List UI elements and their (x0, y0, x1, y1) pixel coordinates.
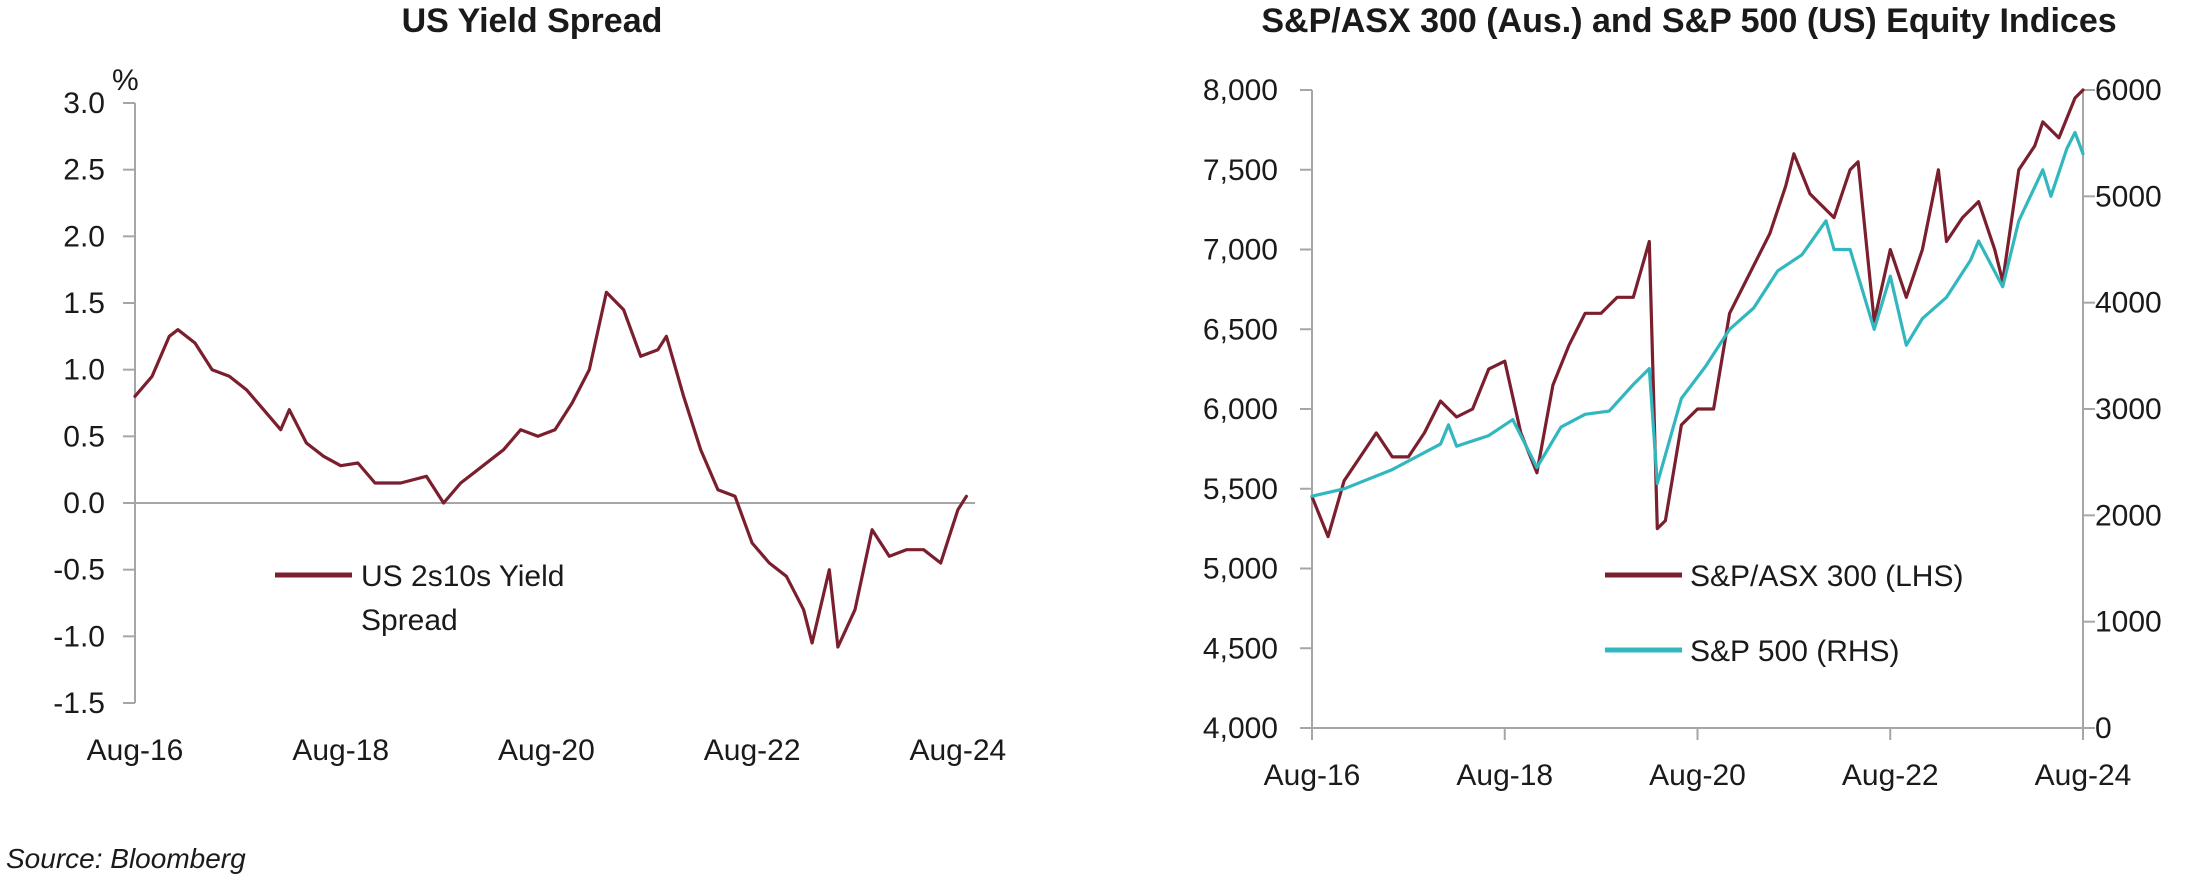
y-tick-label: 2.5 (63, 154, 105, 187)
left-y-tick-label: 8,000 (1203, 74, 1278, 107)
series-line-sp-500 (1310, 130, 2085, 498)
y-tick-label: 0.5 (63, 420, 105, 453)
x-tick-label: Aug-20 (498, 734, 595, 767)
legend: S&P/ASX 300 (LHS) S&P 500 (RHS) (1605, 560, 1963, 668)
right-y-axis-ticks: 6000 5000 4000 3000 2000 1000 0 (2083, 74, 2162, 745)
left-y-axis-ticks: 8,000 7,500 7,000 6,500 6,000 5,500 5,000 4,500… (1203, 74, 1312, 745)
right-y-tick-label: 0 (2095, 712, 2112, 745)
right-y-tick-label: 2000 (2095, 499, 2162, 532)
left-y-tick-label: 4,500 (1203, 632, 1278, 665)
equity-indices-chart: S&P/ASX 300 (Aus.) and S&P 500 (US) Equi… (1203, 2, 2162, 792)
series-line-sp-asx-300 (1310, 88, 2085, 539)
x-tick-label: Aug-16 (1264, 759, 1361, 792)
x-tick-label: Aug-24 (909, 734, 1006, 767)
left-y-tick-label: 6,500 (1203, 313, 1278, 346)
legend-label-sp-500: S&P 500 (RHS) (1690, 635, 1900, 668)
x-tick-label: Aug-24 (2035, 759, 2132, 792)
y-tick-label: 0.0 (63, 487, 105, 520)
left-y-tick-label: 5,500 (1203, 473, 1278, 506)
source-note: Source: Bloomberg (6, 843, 246, 874)
x-tick-label: Aug-22 (1842, 759, 1939, 792)
left-y-tick-label: 4,000 (1203, 712, 1278, 745)
x-tick-label: Aug-16 (87, 734, 184, 767)
y-tick-label: -1.0 (53, 620, 105, 653)
legend-label-sp-asx-300: S&P/ASX 300 (LHS) (1690, 560, 1963, 593)
right-y-tick-label: 1000 (2095, 606, 2162, 639)
y-axis-ticks: 3.0 2.5 2.0 1.5 1.0 0.5 0.0 -0.5 -1.0 -1.5 (53, 87, 135, 720)
x-tick-label: Aug-20 (1649, 759, 1746, 792)
right-y-tick-label: 5000 (2095, 180, 2162, 213)
y-tick-label: 1.5 (63, 287, 105, 320)
chart-title: S&P/ASX 300 (Aus.) and S&P 500 (US) Equi… (1261, 2, 2116, 40)
left-y-tick-label: 7,500 (1203, 154, 1278, 187)
right-y-tick-label: 4000 (2095, 287, 2162, 320)
yield-spread-chart: US Yield Spread % 3.0 2.5 2.0 1.5 1.0 0.5 0.0 -… (53, 2, 1006, 767)
y-tick-label: -1.5 (53, 687, 105, 720)
left-y-tick-label: 5,000 (1203, 553, 1278, 586)
x-tick-label: Aug-18 (1456, 759, 1553, 792)
y-tick-label: 2.0 (63, 220, 105, 253)
series-line-us-2s10s-yield-spread (133, 290, 968, 649)
legend-label-line-1: US 2s10s Yield (361, 560, 564, 593)
y-axis-unit-label: % (112, 64, 139, 97)
x-axis-ticks: Aug-16 Aug-18 Aug-20 Aug-22 Aug-24 (87, 734, 1007, 767)
left-y-tick-label: 7,000 (1203, 234, 1278, 267)
legend: US 2s10s Yield Spread (275, 560, 564, 637)
chart-title: US Yield Spread (402, 2, 663, 40)
legend-label-line-2: Spread (361, 604, 458, 637)
left-y-tick-label: 6,000 (1203, 393, 1278, 426)
x-tick-label: Aug-18 (292, 734, 389, 767)
y-tick-label: -0.5 (53, 554, 105, 587)
y-tick-label: 3.0 (63, 87, 105, 120)
y-tick-label: 1.0 (63, 354, 105, 387)
right-y-tick-label: 3000 (2095, 393, 2162, 426)
x-axis-ticks: Aug-16 Aug-18 Aug-20 Aug-22 Aug-24 (1264, 728, 2132, 792)
x-tick-label: Aug-22 (704, 734, 801, 767)
right-y-tick-label: 6000 (2095, 74, 2162, 107)
